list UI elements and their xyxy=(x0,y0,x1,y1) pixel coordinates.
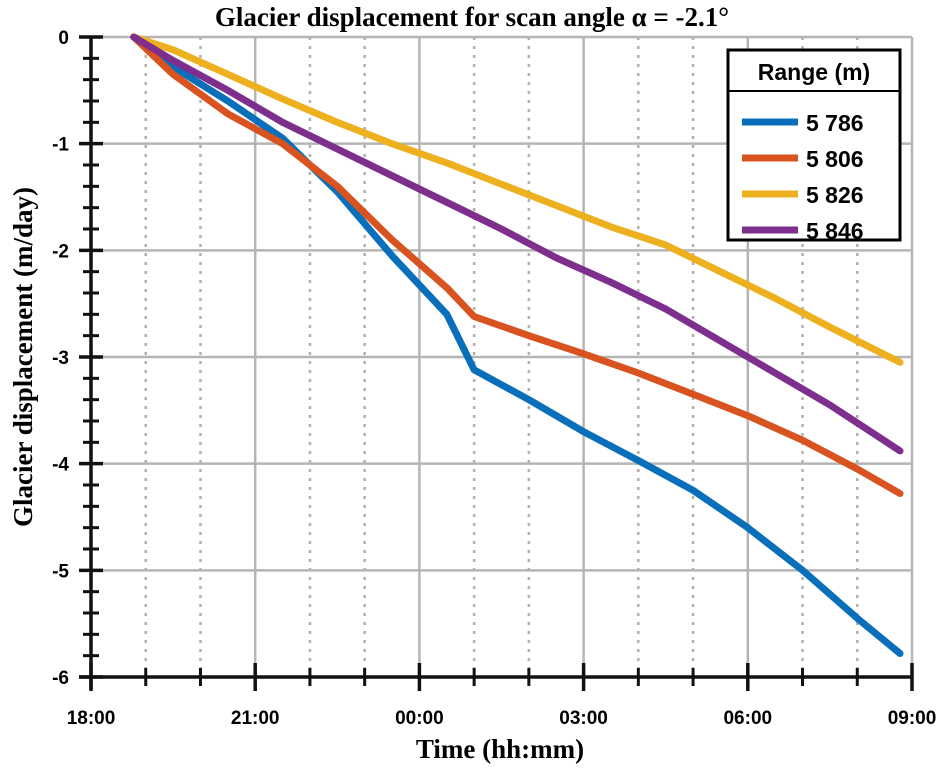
x-tick-label: 00:00 xyxy=(395,708,444,729)
y-axis-label: Glacier displacement (m/day) xyxy=(8,187,38,527)
chart-title: Glacier displacement for scan angle α = … xyxy=(215,2,729,32)
y-tick-label: -2 xyxy=(52,241,69,262)
legend-title: Range (m) xyxy=(758,59,870,85)
x-tick-label: 03:00 xyxy=(559,708,608,729)
x-tick-label: 09:00 xyxy=(888,708,937,729)
x-axis-label: Time (hh:mm) xyxy=(416,734,584,764)
legend-box xyxy=(726,48,902,242)
series-line-5806 xyxy=(130,33,904,497)
y-tick-label: -4 xyxy=(52,455,69,476)
series-line-5826 xyxy=(130,33,904,366)
legend: Range (m) 5 786 5 806 5 826 5 846 xyxy=(726,48,902,244)
series-line-5786 xyxy=(130,33,904,657)
series-lines xyxy=(130,33,904,657)
axes: 0 -1 -2 -3 -4 -5 -6 18:00 21:00 00:00 03:00 06:00 09… xyxy=(52,28,936,729)
series-line-5846 xyxy=(130,33,904,455)
legend-entry-label: 5 846 xyxy=(806,218,864,244)
y-tick-label: -5 xyxy=(52,561,69,582)
y-tick-label: 0 xyxy=(58,28,69,49)
legend-entry-label: 5 786 xyxy=(806,110,864,136)
y-tick-label: -3 xyxy=(52,348,69,369)
y-tick-label: -6 xyxy=(52,668,69,689)
y-tick-label: -1 xyxy=(52,135,69,156)
legend-entry-label: 5 826 xyxy=(806,182,864,208)
x-tick-label: 06:00 xyxy=(723,708,772,729)
x-tick-label: 18:00 xyxy=(67,708,116,729)
legend-entry-label: 5 806 xyxy=(806,146,864,172)
x-tick-label: 21:00 xyxy=(231,708,280,729)
